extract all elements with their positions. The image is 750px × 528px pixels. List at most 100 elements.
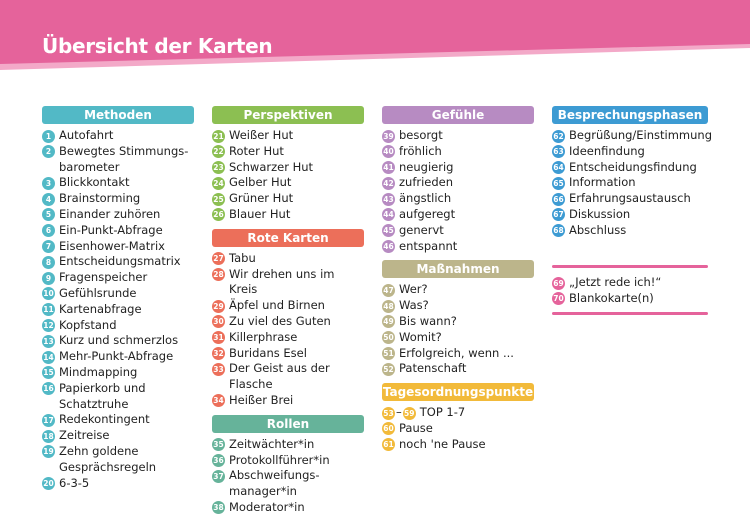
list-item: 66 Erfahrungsaustausch bbox=[552, 191, 708, 207]
list-item: 10 Gefühlsrunde bbox=[42, 286, 194, 302]
item-label: Patenschaft bbox=[399, 361, 467, 376]
number-badge: 69 bbox=[552, 276, 565, 290]
item-label: Wir drehen uns im Kreis bbox=[229, 266, 335, 297]
list-item: 14 Mehr-Punkt-Abfrage bbox=[42, 349, 194, 365]
item-label: Gefühlsrunde bbox=[59, 285, 137, 300]
list-item: 12 Kopfstand bbox=[42, 318, 194, 334]
number-badge: 2 bbox=[42, 145, 55, 159]
number-badge: 18 bbox=[42, 429, 55, 443]
item-label: Kurz und schmerzlos bbox=[59, 333, 179, 348]
item-label: Zu viel des Guten bbox=[229, 313, 331, 328]
number-badge: 6 bbox=[42, 224, 55, 238]
number-badge: 44 bbox=[382, 208, 395, 222]
item-label: neugierig bbox=[399, 159, 454, 174]
list-rote-karten: 27 Tabu 28 Wir drehen uns im Kreis 29 Äpfel u… bbox=[212, 251, 364, 409]
item-label: Begrüßung/Einstimmung bbox=[569, 128, 713, 142]
item-label: ängstlich bbox=[399, 191, 452, 206]
list-item: 28 Wir drehen uns im Kreis bbox=[212, 267, 364, 299]
number-badge: 36 bbox=[212, 454, 225, 468]
number-badge: 14 bbox=[42, 350, 55, 364]
number-badge: 1 bbox=[42, 129, 55, 143]
list-item: 9 Fragenspeicher bbox=[42, 270, 194, 286]
item-label: Zeitwächter*in bbox=[229, 436, 315, 451]
item-label: Wer? bbox=[399, 282, 428, 297]
number-badge: 32 bbox=[212, 347, 225, 361]
item-label: Eisenhower-Matrix bbox=[59, 238, 165, 253]
list-perspektiven: 21 Weißer Hut 22 Roter Hut 23 Schwarzer Hut 24… bbox=[212, 128, 364, 223]
number-badge: 66 bbox=[552, 192, 565, 206]
section-header-tagesordnungspunkte: Tagesordnungspunkte bbox=[382, 383, 534, 402]
section-header-rote-karten: Rote Karten bbox=[212, 228, 364, 247]
list-item: 19 Zehn goldene Gesprächsregeln bbox=[42, 444, 194, 476]
item-label: fröhlich bbox=[399, 143, 442, 158]
list-item: 40 fröhlich bbox=[382, 144, 534, 160]
list-item: 52 Patenschaft bbox=[382, 361, 534, 377]
number-badge: 43 bbox=[382, 192, 395, 206]
number-badge: 25 bbox=[212, 192, 225, 206]
list-item: 45 genervt bbox=[382, 223, 534, 239]
list-item: 8 Entscheidungsmatrix bbox=[42, 254, 194, 270]
list-methoden: 1 Autofahrt 2 Bewegtes Stimmungs-barometer 3… bbox=[42, 128, 194, 491]
item-label: Killerphrase bbox=[229, 329, 298, 344]
list-besprechungsphasen: 62 Begrüßung/Einstimmung 63 Ideenfindung 64 E… bbox=[552, 128, 712, 239]
item-label: TOP 1-7 bbox=[419, 405, 466, 420]
number-badge: 33 bbox=[212, 362, 225, 376]
list-item: 17 Redekontingent bbox=[42, 412, 194, 428]
number-badge: 39 bbox=[382, 129, 395, 143]
number-badge: 42 bbox=[382, 176, 395, 190]
number-badge: 60 bbox=[382, 422, 395, 436]
item-label: Redekontingent bbox=[59, 412, 150, 427]
list-item-range: 53 – 59 TOP 1-7 bbox=[382, 405, 534, 421]
list-extra: 69 „Jetzt rede ich!“ 70 Blankokarte(n) bbox=[552, 275, 708, 307]
list-item: 51 Erfolgreich, wenn ... bbox=[382, 346, 534, 362]
list-item: 61 noch 'ne Pause bbox=[382, 437, 534, 453]
number-badge: 8 bbox=[42, 255, 55, 269]
list-item: 23 Schwarzer Hut bbox=[212, 160, 364, 176]
list-item: 35 Zeitwächter*in bbox=[212, 437, 364, 453]
item-label: Mehr-Punkt-Abfrage bbox=[59, 349, 174, 364]
column-4: Besprechungsphasen 62 Begrüßung/Einstimmu… bbox=[552, 106, 712, 239]
number-badge: 22 bbox=[212, 145, 225, 159]
number-badge: 10 bbox=[42, 287, 55, 301]
list-item: 69 „Jetzt rede ich!“ bbox=[552, 275, 708, 291]
number-badge: 40 bbox=[382, 145, 395, 159]
list-item: 4 Brainstorming bbox=[42, 191, 194, 207]
list-item: 11 Kartenabfrage bbox=[42, 302, 194, 318]
list-tagesordnungspunkte: 53 – 59 TOP 1-7 bbox=[382, 405, 534, 421]
item-label: Abschluss bbox=[569, 222, 627, 237]
list-item: 41 neugierig bbox=[382, 160, 534, 176]
list-item: 7 Eisenhower-Matrix bbox=[42, 239, 194, 255]
number-badge: 30 bbox=[212, 315, 225, 329]
item-label: Tabu bbox=[229, 250, 256, 265]
number-badge: 50 bbox=[382, 331, 395, 345]
list-item: 31 Killerphrase bbox=[212, 330, 364, 346]
list-item: 67 Diskussion bbox=[552, 207, 708, 223]
item-label: Gelber Hut bbox=[229, 175, 292, 190]
list-item: 21 Weißer Hut bbox=[212, 128, 364, 144]
list-item: 42 zufrieden bbox=[382, 175, 534, 191]
list-item: 47 Wer? bbox=[382, 282, 534, 298]
number-badge: 21 bbox=[212, 129, 225, 143]
number-badge: 26 bbox=[212, 208, 225, 222]
list-tagesordnungspunkte-items: 60 Pause 61 noch 'ne Pause bbox=[382, 421, 534, 453]
item-label: Autofahrt bbox=[59, 128, 114, 142]
item-label: Pause bbox=[399, 420, 433, 435]
list-rollen: 35 Zeitwächter*in 36 Protokollführer*in 37 Ab… bbox=[212, 437, 364, 516]
number-badge: 5 bbox=[42, 208, 55, 222]
item-label: Fragenspeicher bbox=[59, 270, 148, 285]
item-label: Roter Hut bbox=[229, 143, 284, 158]
list-item: 29 Äpfel und Birnen bbox=[212, 298, 364, 314]
number-badge: 3 bbox=[42, 176, 55, 190]
item-label: Bis wann? bbox=[399, 313, 457, 328]
item-label: Protokollführer*in bbox=[229, 452, 330, 467]
number-badge: 52 bbox=[382, 362, 395, 376]
item-label: Information bbox=[569, 175, 636, 190]
list-item: 39 besorgt bbox=[382, 128, 534, 144]
number-badge: 19 bbox=[42, 445, 55, 459]
item-label: Heißer Brei bbox=[229, 392, 294, 407]
item-label: Erfahrungsaustausch bbox=[569, 191, 691, 206]
list-item: 3 Blickkontakt bbox=[42, 175, 194, 191]
list-item: 5 Einander zuhören bbox=[42, 207, 194, 223]
number-badge: 12 bbox=[42, 319, 55, 333]
number-badge: 38 bbox=[212, 501, 225, 515]
